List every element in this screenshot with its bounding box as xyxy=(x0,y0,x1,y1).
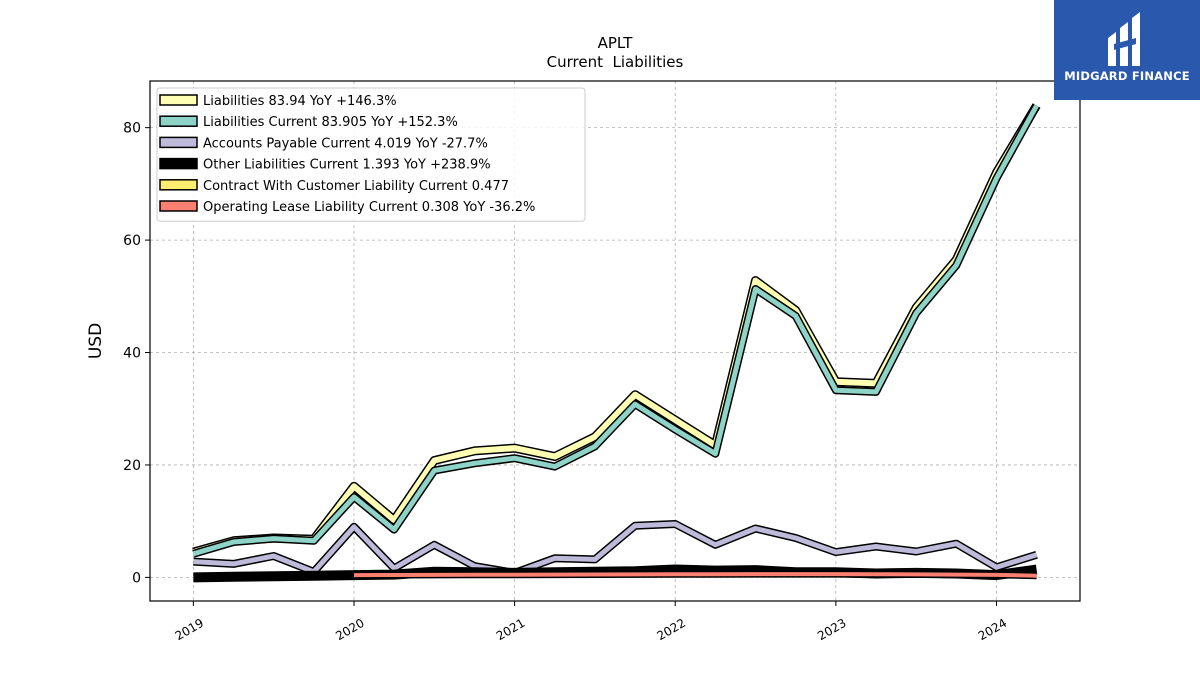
series-layer xyxy=(192,103,1041,583)
legend-label: Operating Lease Liability Current 0.308 … xyxy=(203,200,535,215)
y-axis-label: USD xyxy=(86,323,106,359)
logo-emblem-icon xyxy=(1108,12,1140,66)
y-tick-label: 40 xyxy=(123,346,141,362)
y-tick-label: 80 xyxy=(123,121,141,137)
x-tick-label: 2024 xyxy=(976,616,1009,643)
x-tick-label: 2023 xyxy=(815,616,848,643)
series-line-accounts-payable-current xyxy=(193,521,1038,576)
series-liabilities-current xyxy=(192,103,1041,558)
legend-entry: Operating Lease Liability Current 0.308 … xyxy=(159,200,535,215)
brand-logo: MIDGARD FINANCE xyxy=(1054,0,1200,100)
legend: Liabilities 83.94 YoY +146.3% Liabilities… xyxy=(156,87,586,222)
series-line-operating-lease-liability-current xyxy=(353,572,1037,578)
legend-entry: Other Liabilities Current 1.393 YoY +238… xyxy=(159,157,491,173)
legend-swatch xyxy=(159,200,198,212)
legend-entry: Liabilities Current 83.905 YoY +152.3% xyxy=(159,115,458,130)
legend-label: Liabilities Current 83.905 YoY +152.3% xyxy=(203,115,458,130)
legend-swatch xyxy=(159,179,198,191)
logo-text: MIDGARD FINANCE xyxy=(1064,69,1190,83)
legend-label: Contract With Customer Liability Current… xyxy=(203,179,509,194)
y-tick-label: 60 xyxy=(123,233,141,249)
legend-entry: Liabilities 83.94 YoY +146.3% xyxy=(159,94,397,109)
legend-box xyxy=(156,87,586,222)
series-operating-lease-liability-current xyxy=(353,570,1037,580)
chart-title: APLT xyxy=(598,34,634,52)
series-accounts-payable-current xyxy=(193,520,1038,577)
legend-label: Other Liabilities Current 1.393 YoY +238… xyxy=(203,158,491,173)
y-tick-label: 20 xyxy=(123,458,141,474)
plot-frame xyxy=(149,80,1081,602)
x-tick-label: 2019 xyxy=(173,616,206,643)
x-tick-label: 2022 xyxy=(655,616,688,643)
legend-swatch xyxy=(159,136,198,149)
legend-swatch xyxy=(159,115,198,127)
legend-entry: Accounts Payable Current 4.019 YoY -27.7… xyxy=(159,136,488,151)
x-tick-label: 2021 xyxy=(494,616,527,643)
legend-label: Accounts Payable Current 4.019 YoY -27.7… xyxy=(203,136,488,151)
x-tick-label: 2020 xyxy=(333,616,366,643)
legend-label: Liabilities 83.94 YoY +146.3% xyxy=(203,94,397,109)
legend-entry: Contract With Customer Liability Current… xyxy=(159,179,509,194)
legend-swatch xyxy=(159,94,198,106)
legend-swatch xyxy=(159,157,198,170)
chart-subtitle: Current Liabilities xyxy=(547,53,684,71)
series-line-liabilities-current xyxy=(192,104,1039,557)
y-tick-label: 0 xyxy=(132,570,141,586)
